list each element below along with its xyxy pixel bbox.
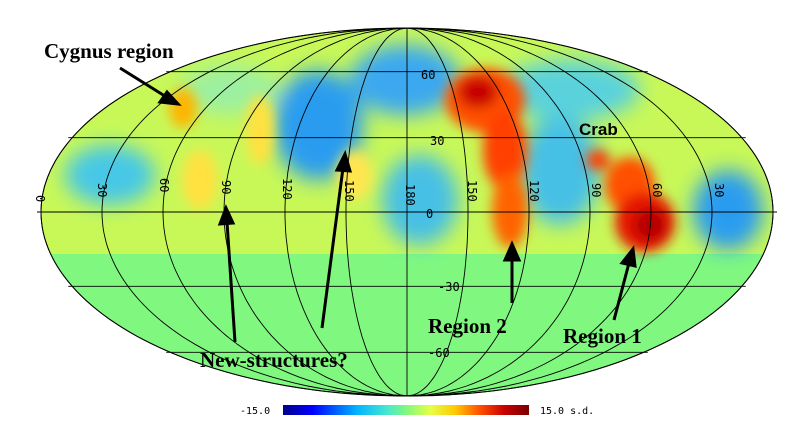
annotation-arrows [119, 66, 637, 343]
deficit-right-mid [520, 115, 600, 225]
arrow-new-structures-a [225, 221, 237, 343]
lat-label: 0 [426, 207, 433, 221]
label-new-structures: New-structures? [200, 348, 348, 372]
lon-label: 120 [280, 178, 294, 200]
lon-label: 150 [465, 180, 479, 202]
region2-tail [492, 172, 528, 248]
lon-label: 60 [650, 183, 664, 197]
graticule [37, 27, 777, 397]
region2-peak [458, 76, 498, 108]
lat-label: 60 [421, 68, 435, 82]
arrow-new-structures-b [320, 167, 345, 329]
arrow-region1 [612, 262, 631, 321]
colorbar-gradient [283, 405, 529, 415]
lon-label: 180 [403, 184, 417, 206]
longitude-labels: 0 30 60 90 120 150 180 150 120 90 60 30 [33, 178, 726, 206]
lat-label: -60 [428, 346, 450, 360]
lon-label: 0 [33, 195, 47, 202]
annotation-labels: Cygnus region Crab New-structures? Regio… [44, 39, 642, 372]
lon-label: 150 [342, 180, 356, 202]
deficit-left [65, 145, 155, 205]
cygnus-blob [169, 88, 197, 128]
lon-label: 30 [712, 183, 726, 197]
arrowhead-new-structures-b [334, 149, 353, 173]
structure-90-a [182, 150, 218, 210]
latitude-labels: 60 30 0 -30 -60 [421, 68, 460, 360]
arrowhead-region1 [619, 245, 637, 268]
lon-label: 90 [589, 183, 603, 197]
arrowhead-new-structures-a [217, 204, 236, 226]
deficit-regions [65, 45, 763, 250]
label-region-2: Region 2 [428, 314, 507, 338]
lon-label: 30 [95, 183, 109, 197]
deficit-far-right [693, 170, 763, 250]
colorbar: -15.0 15.0 s.d. [240, 405, 594, 417]
label-crab: Crab [579, 120, 618, 139]
deficit-center-top [350, 45, 460, 115]
colorbar-max-label: 15.0 s.d. [540, 406, 594, 417]
arrowhead-region2 [502, 240, 522, 262]
lon-label: 90 [219, 180, 233, 194]
lon-label: 120 [527, 180, 541, 202]
arrow-cygnus [119, 66, 169, 100]
lat-label: -30 [438, 280, 460, 294]
arrowhead-cygnus [157, 89, 182, 106]
label-region-1: Region 1 [563, 324, 642, 348]
deficit-center-left [273, 70, 363, 180]
lon-label: 60 [157, 178, 171, 192]
colorbar-min-label: -15.0 [240, 406, 270, 417]
deficit-center [382, 155, 458, 245]
crab-blob [586, 150, 610, 170]
label-cygnus-region: Cygnus region [44, 39, 174, 63]
lat-label: 30 [430, 134, 444, 148]
structure-90-b [246, 95, 274, 165]
